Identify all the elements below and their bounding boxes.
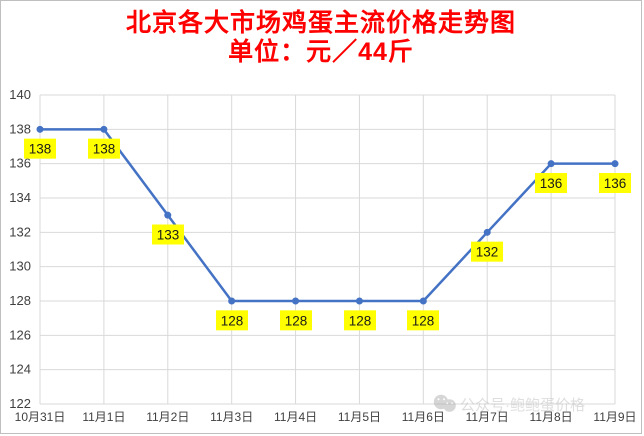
- svg-text:11月5日: 11月5日: [338, 410, 381, 424]
- svg-text:124: 124: [9, 362, 31, 377]
- svg-text:128: 128: [349, 313, 372, 328]
- svg-text:138: 138: [29, 142, 52, 157]
- svg-text:132: 132: [9, 224, 31, 239]
- svg-text:公众号·鲍鲍蛋价格: 公众号·鲍鲍蛋价格: [460, 397, 585, 414]
- svg-text:11月1日: 11月1日: [82, 410, 125, 424]
- svg-text:128: 128: [221, 313, 244, 328]
- svg-text:122: 122: [9, 396, 31, 411]
- svg-text:128: 128: [412, 313, 435, 328]
- svg-text:11月4日: 11月4日: [274, 410, 317, 424]
- svg-text:136: 136: [540, 176, 563, 191]
- svg-text:11月3日: 11月3日: [210, 410, 253, 424]
- svg-text:138: 138: [9, 121, 31, 136]
- svg-text:11月2日: 11月2日: [146, 410, 189, 424]
- svg-text:132: 132: [476, 245, 499, 260]
- svg-text:10月31日: 10月31日: [15, 410, 66, 424]
- svg-text:136: 136: [604, 176, 627, 191]
- svg-text:138: 138: [93, 142, 116, 157]
- svg-text:11月9日: 11月9日: [593, 410, 636, 424]
- svg-text:128: 128: [9, 293, 31, 308]
- svg-text:134: 134: [9, 190, 31, 205]
- svg-text:128: 128: [285, 313, 308, 328]
- svg-text:133: 133: [157, 228, 180, 243]
- svg-text:140: 140: [9, 87, 31, 102]
- svg-text:130: 130: [9, 259, 31, 274]
- svg-text:11月6日: 11月6日: [402, 410, 445, 424]
- svg-text:126: 126: [9, 327, 31, 342]
